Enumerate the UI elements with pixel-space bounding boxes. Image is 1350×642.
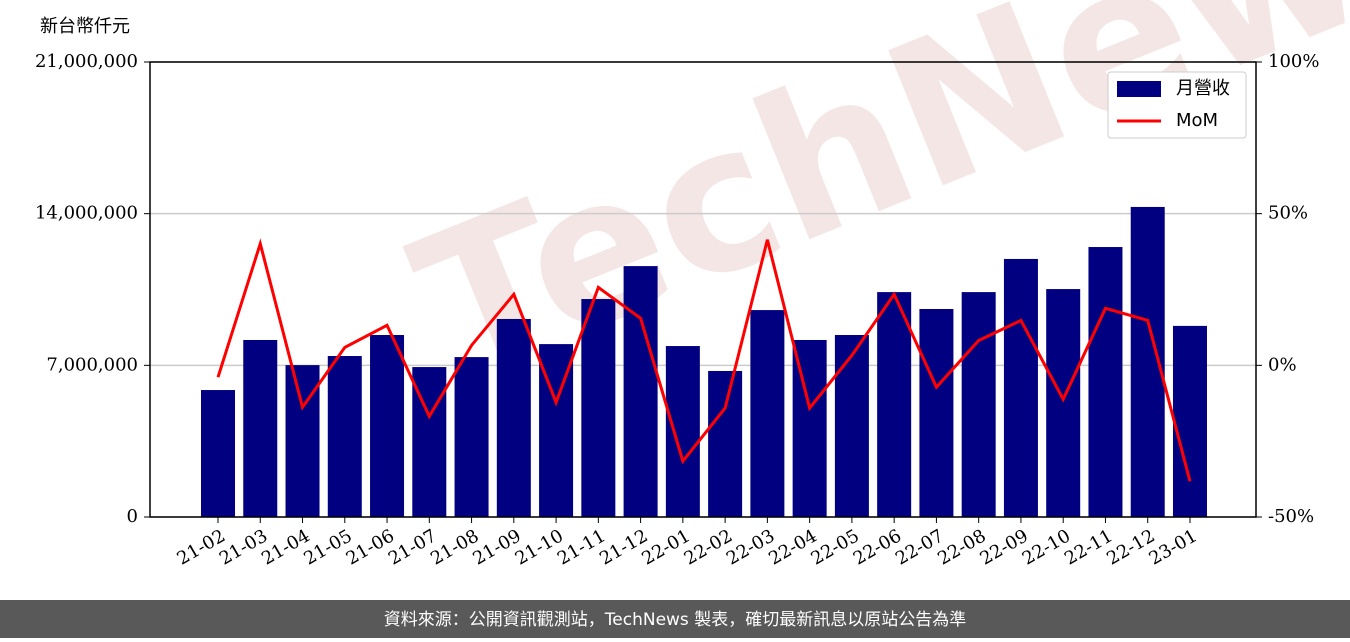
bar <box>370 335 405 517</box>
bar <box>792 339 827 517</box>
y2-tick-label: 50% <box>1268 203 1308 224</box>
y2-tick-label: 100% <box>1268 51 1319 72</box>
bar <box>243 339 278 517</box>
bar <box>961 292 996 517</box>
bar <box>708 370 743 517</box>
legend-label: MoM <box>1176 110 1218 131</box>
bar <box>623 266 658 517</box>
bar <box>665 346 700 517</box>
y2-tick-label: 0% <box>1268 354 1297 375</box>
footer-bar <box>0 600 1350 638</box>
footer: 資料來源：公開資訊觀測站，TechNews 製表，確切最新訊息以原站公告為準 <box>384 610 966 630</box>
y-axis-label: 新台幣仟元 <box>40 16 130 37</box>
bar <box>1172 325 1207 517</box>
bar <box>327 356 362 517</box>
bar <box>496 318 531 517</box>
legend-swatch <box>1117 81 1161 97</box>
plot-frame <box>149 61 1257 518</box>
bar <box>1088 247 1123 518</box>
bar <box>919 309 954 517</box>
bar <box>581 299 616 517</box>
bar <box>877 292 912 517</box>
y-tick-label: 7,000,000 <box>46 354 138 375</box>
legend-label: 月營收 <box>1176 78 1230 99</box>
bar <box>750 310 785 517</box>
y-tick-label: 0 <box>127 506 138 527</box>
y2-tick-label: -50% <box>1268 506 1314 527</box>
bar <box>834 335 869 517</box>
x-tick-label: 23-01 <box>1146 525 1201 569</box>
bar <box>201 390 235 517</box>
bar <box>1003 258 1038 517</box>
y-tick-label: 14,000,000 <box>35 203 138 224</box>
y-tick-label: 21,000,000 <box>35 51 138 72</box>
line <box>216 238 1192 482</box>
bar <box>1046 289 1081 517</box>
bar <box>454 357 489 517</box>
